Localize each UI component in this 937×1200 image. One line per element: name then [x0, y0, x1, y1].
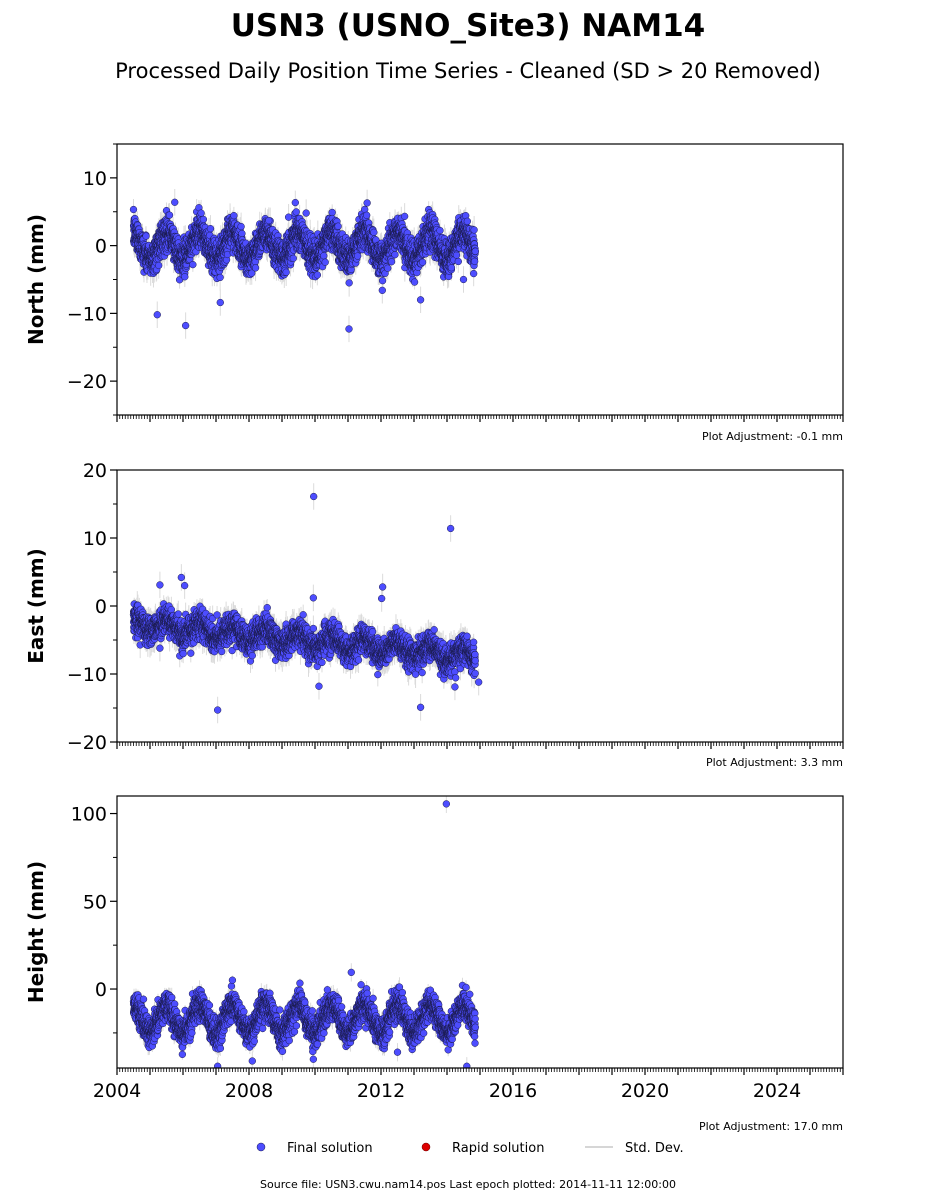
data-point	[265, 216, 273, 225]
data-point	[400, 212, 409, 221]
data-point	[363, 211, 371, 219]
data-point	[471, 247, 479, 255]
north-data-series	[129, 189, 479, 343]
data-point	[248, 269, 256, 277]
data-point	[320, 252, 328, 260]
data-point	[378, 286, 386, 294]
data-point	[363, 199, 371, 207]
data-point	[238, 229, 246, 238]
data-point	[174, 610, 182, 618]
data-point	[251, 264, 260, 272]
data-point	[206, 225, 215, 233]
north-plot-adjustment: Plot Adjustment: -0.1 mm	[702, 430, 843, 443]
data-point	[391, 251, 399, 259]
data-point	[289, 254, 297, 263]
data-point	[292, 208, 300, 216]
data-point	[165, 211, 174, 219]
data-point	[463, 217, 471, 225]
figure-subtitle: Processed Daily Position Time Series - C…	[115, 59, 821, 83]
data-point	[418, 258, 427, 266]
data-point	[284, 213, 293, 221]
data-point	[459, 275, 468, 284]
data-point	[345, 279, 353, 287]
data-point	[216, 298, 224, 307]
data-point	[452, 251, 461, 259]
data-point	[454, 257, 462, 266]
data-point	[302, 209, 310, 217]
data-point	[447, 264, 456, 272]
data-point	[282, 268, 290, 276]
data-point	[181, 273, 189, 281]
data-point	[189, 260, 197, 269]
data-point	[470, 226, 478, 234]
data-point	[230, 211, 238, 220]
data-point	[345, 325, 353, 333]
data-point	[410, 278, 419, 286]
data-point	[142, 232, 150, 240]
data-point	[370, 228, 378, 236]
data-point	[471, 257, 479, 266]
data-point	[213, 611, 221, 619]
y-tick-label: 0	[95, 236, 107, 258]
data-point	[179, 649, 187, 658]
data-point	[218, 647, 226, 656]
data-point	[328, 208, 336, 217]
data-point	[216, 273, 224, 282]
data-point	[387, 258, 396, 266]
y-tick-label: −10	[67, 303, 107, 325]
data-point	[334, 222, 342, 230]
data-point	[416, 296, 425, 304]
data-point	[436, 226, 444, 235]
data-point	[197, 209, 205, 217]
figure-title: USN3 (USNO_Site3) NAM14	[231, 8, 706, 44]
data-point	[181, 321, 190, 330]
data-point	[378, 277, 387, 285]
north-y-axis-label: North (mm)	[24, 214, 48, 345]
data-point	[153, 311, 161, 319]
data-point	[354, 252, 362, 260]
y-tick-label: −20	[67, 371, 107, 393]
data-point	[237, 222, 245, 231]
data-point	[187, 649, 195, 657]
north-panel: −20 −10 0 10 North (mm) Plot Adjustment: -0.1…	[24, 143, 844, 443]
data-point	[321, 258, 329, 266]
data-point	[291, 198, 299, 207]
y-tick-label: 10	[83, 168, 107, 190]
data-point	[470, 269, 478, 278]
data-point	[171, 198, 179, 206]
north-final-solution-points	[129, 198, 479, 333]
data-point	[384, 264, 392, 272]
data-point	[199, 215, 208, 224]
data-point	[155, 261, 163, 270]
data-point	[129, 205, 138, 214]
data-point	[313, 271, 322, 279]
